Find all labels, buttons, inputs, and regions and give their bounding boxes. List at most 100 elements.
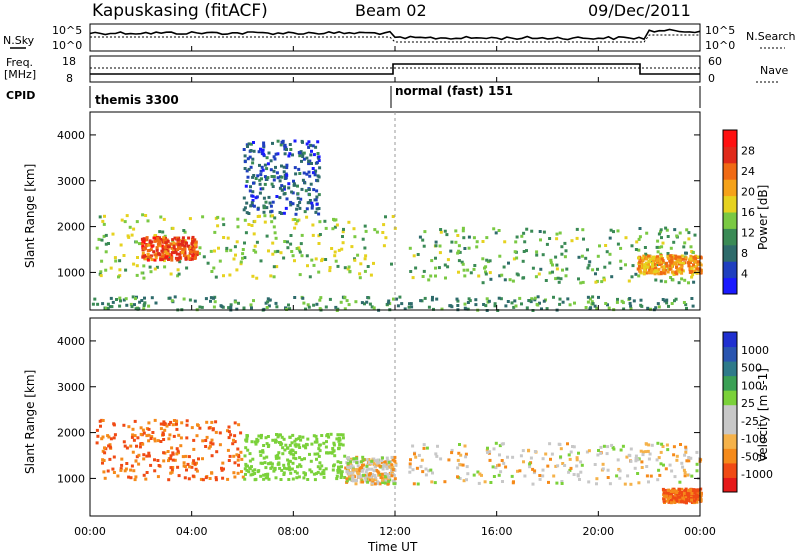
power-cell: [172, 244, 176, 248]
velocity-cell: [661, 445, 665, 448]
velocity-cell: [147, 433, 151, 437]
power-cell: [270, 220, 274, 224]
velocity-cell: [619, 448, 623, 452]
velocity-cell: [646, 449, 650, 453]
velocity-cell: [147, 439, 151, 443]
power-cell: [162, 259, 166, 263]
velocity-cell: [266, 476, 269, 479]
velocity-cell: [387, 479, 391, 483]
velocity-cell: [677, 495, 681, 499]
power-cell: [104, 233, 108, 237]
velocity-cell: [218, 443, 222, 447]
velocity-cell: [299, 438, 303, 442]
power-cell: [439, 230, 443, 234]
velocity-cell: [240, 470, 243, 474]
power-cell: [145, 244, 149, 248]
power-cell: [219, 304, 223, 308]
velocity-cell: [687, 495, 691, 499]
velocity-cell: [291, 477, 295, 481]
velocity-cell: [347, 466, 351, 470]
power-cell: [209, 299, 212, 303]
power-cell: [616, 297, 619, 301]
velocity-cell: [577, 451, 580, 455]
power-cell: [363, 269, 367, 273]
power-cell: [684, 303, 688, 307]
power-cell: [619, 259, 623, 263]
power-cell: [107, 242, 110, 245]
nsearch-label: N.Search: [746, 30, 796, 43]
velocity-cell: [322, 472, 326, 476]
power-cell: [255, 276, 259, 280]
power-cell: [622, 307, 626, 311]
power-cell: [155, 265, 159, 269]
power-cell: [177, 272, 181, 276]
power-cell: [300, 233, 304, 237]
power-cell: [170, 299, 174, 303]
velocity-cell: [559, 455, 563, 459]
power-cell: [348, 269, 352, 273]
power-cell: [293, 166, 297, 170]
power-cell: [156, 242, 160, 246]
velocity-cell: [327, 435, 331, 439]
power-cell: [156, 236, 160, 240]
power-cell: [670, 270, 674, 274]
velocity-cell: [549, 457, 552, 461]
power-cell: [468, 299, 472, 303]
cpid-mode-1: themis 3300: [95, 93, 179, 107]
velocity-cell: [249, 473, 253, 477]
power-cell: [619, 266, 623, 270]
velocity-cell: [297, 443, 301, 447]
velocity-cell: [385, 467, 389, 471]
velocity-cell: [370, 478, 374, 482]
power-cell: [315, 302, 319, 306]
velocity-cell: [135, 444, 138, 448]
power-cell: [360, 301, 364, 305]
power-cell: [354, 300, 358, 304]
power-cell: [115, 298, 118, 301]
velocity-cell: [669, 501, 673, 505]
power-cell: [266, 297, 270, 301]
power-cell: [411, 276, 415, 280]
power-cell: [256, 215, 260, 218]
power-cell: [520, 302, 523, 306]
power-cell: [541, 253, 545, 257]
power-cell: [638, 227, 642, 230]
velocity-cell: [247, 470, 251, 474]
velocity-cell: [416, 482, 420, 486]
velocity-cell: [364, 470, 368, 474]
velocity-cell: [352, 457, 356, 461]
power-cell: [133, 303, 136, 307]
power-cell: [466, 268, 470, 272]
power-cell: [306, 264, 309, 268]
power-cell: [232, 257, 236, 261]
power-cell: [251, 190, 255, 194]
power-cell: [462, 236, 466, 240]
velocity-cell: [299, 464, 303, 468]
colorbar-tick-label: -1000: [741, 468, 773, 481]
power-cell: [138, 242, 141, 246]
power-cell: [586, 248, 589, 252]
velocity-cell: [571, 445, 574, 448]
power-cell: [481, 281, 485, 285]
power-cell: [194, 243, 197, 247]
velocity-cell: [645, 465, 649, 468]
power-cell: [500, 273, 504, 277]
power-cell: [267, 195, 271, 199]
velocity-cell: [458, 477, 462, 480]
power-cell: [198, 246, 202, 250]
power-cell: [141, 244, 145, 248]
velocity-cell: [388, 465, 392, 469]
velocity-cell: [380, 478, 384, 482]
power-cell: [286, 246, 290, 250]
velocity-cell: [109, 437, 113, 441]
velocity-cell: [641, 450, 645, 454]
velocity-cell: [529, 456, 533, 460]
velocity-cell: [179, 444, 183, 448]
power-cell: [141, 255, 145, 259]
power-cell: [285, 163, 289, 167]
velocity-cell: [690, 498, 694, 502]
power-cell: [446, 265, 450, 269]
colorbar-tick-label: 28: [741, 145, 755, 158]
power-cell: [350, 245, 354, 249]
